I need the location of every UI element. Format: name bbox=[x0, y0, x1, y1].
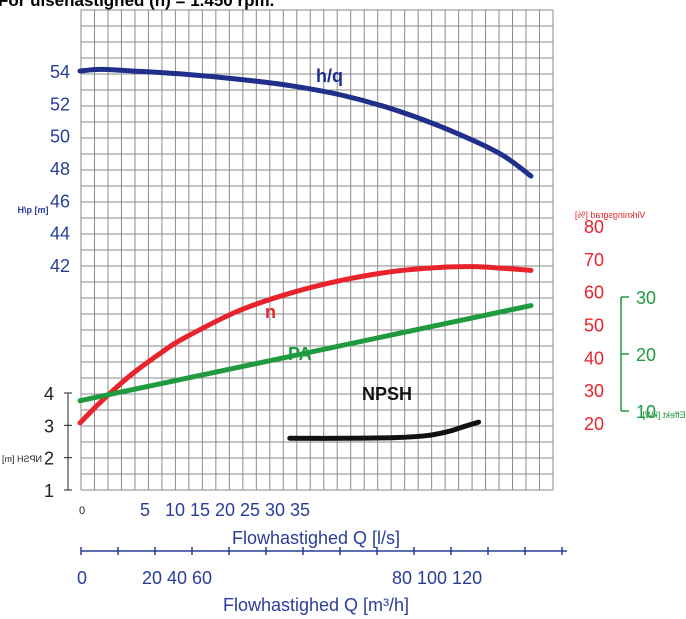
flow-ls-tick-label: 15 bbox=[190, 500, 210, 520]
efficiency-tick-label: 70 bbox=[584, 250, 604, 270]
head-series-label: h/q bbox=[316, 66, 343, 86]
flow-m3h-tick-label: 20 40 60 bbox=[142, 568, 212, 588]
power-series-label: PA bbox=[288, 344, 312, 364]
power-curve bbox=[77, 303, 534, 404]
efficiency-tick-label: 40 bbox=[584, 348, 604, 368]
flow-ls-tick-label: 5 bbox=[140, 500, 150, 520]
flow-ls-tick-label: 0 bbox=[79, 505, 85, 517]
npsh-series-label: NPSH bbox=[362, 384, 412, 404]
flow-m3h-tick-label: 80 100 120 bbox=[392, 568, 482, 588]
head-tick-label: 44 bbox=[50, 224, 70, 244]
flow-ls-tick-label: 10 bbox=[165, 500, 185, 520]
power-tick-label: 20 bbox=[636, 345, 656, 365]
head-tick-label: 48 bbox=[50, 159, 70, 179]
power-axis-title: Effekt [kW] bbox=[642, 410, 685, 420]
head-axis-title: [m] q/H bbox=[18, 205, 49, 215]
npsh-tick-label: 2 bbox=[44, 449, 54, 469]
power-tick-label: 30 bbox=[636, 288, 656, 308]
flow-ls-tick-label: 25 bbox=[240, 500, 260, 520]
head-tick-label: 46 bbox=[50, 191, 70, 211]
npsh-tick-label: 4 bbox=[44, 384, 54, 404]
efficiency-tick-label: 60 bbox=[584, 283, 604, 303]
grid bbox=[80, 9, 554, 491]
efficiency-series-label: n bbox=[265, 302, 276, 322]
flow-ls-tick-label: 20 bbox=[215, 500, 235, 520]
head-tick-label: 42 bbox=[50, 256, 70, 276]
head-tick-label: 52 bbox=[50, 94, 70, 114]
flow-ls-tick-label: 35 bbox=[290, 500, 310, 520]
npsh-axis-title: NPSH [m] bbox=[2, 454, 42, 464]
npsh-tick-label: 3 bbox=[44, 416, 54, 436]
npsh-tick-label: 1 bbox=[44, 481, 54, 501]
efficiency-axis-title: Virkningsgrad [%] bbox=[575, 210, 645, 220]
flow-m3h-tick-label: 0 bbox=[77, 568, 87, 588]
efficiency-tick-label: 20 bbox=[584, 414, 604, 434]
power-tick-label: 10 bbox=[636, 402, 656, 422]
head-curve bbox=[77, 66, 534, 179]
head-tick-label: 50 bbox=[50, 127, 70, 147]
flow-ls-tick-label: 30 bbox=[265, 500, 285, 520]
chart-title: For ulsenastighed (n) = 1.450 rpm. bbox=[0, 0, 274, 10]
efficiency-curve bbox=[77, 264, 534, 426]
axes bbox=[64, 296, 629, 555]
npsh-curve bbox=[287, 419, 482, 441]
flow-ls-axis-title: Flowhastighed Q [l/s] bbox=[232, 528, 400, 548]
efficiency-tick-label: 30 bbox=[584, 381, 604, 401]
flow-m3h-axis-title: Flowhastighed Q [m³/h] bbox=[223, 595, 409, 615]
efficiency-tick-label: 50 bbox=[584, 316, 604, 336]
series bbox=[77, 66, 534, 441]
efficiency-tick-label: 80 bbox=[584, 217, 604, 237]
head-tick-label: 54 bbox=[50, 62, 70, 82]
